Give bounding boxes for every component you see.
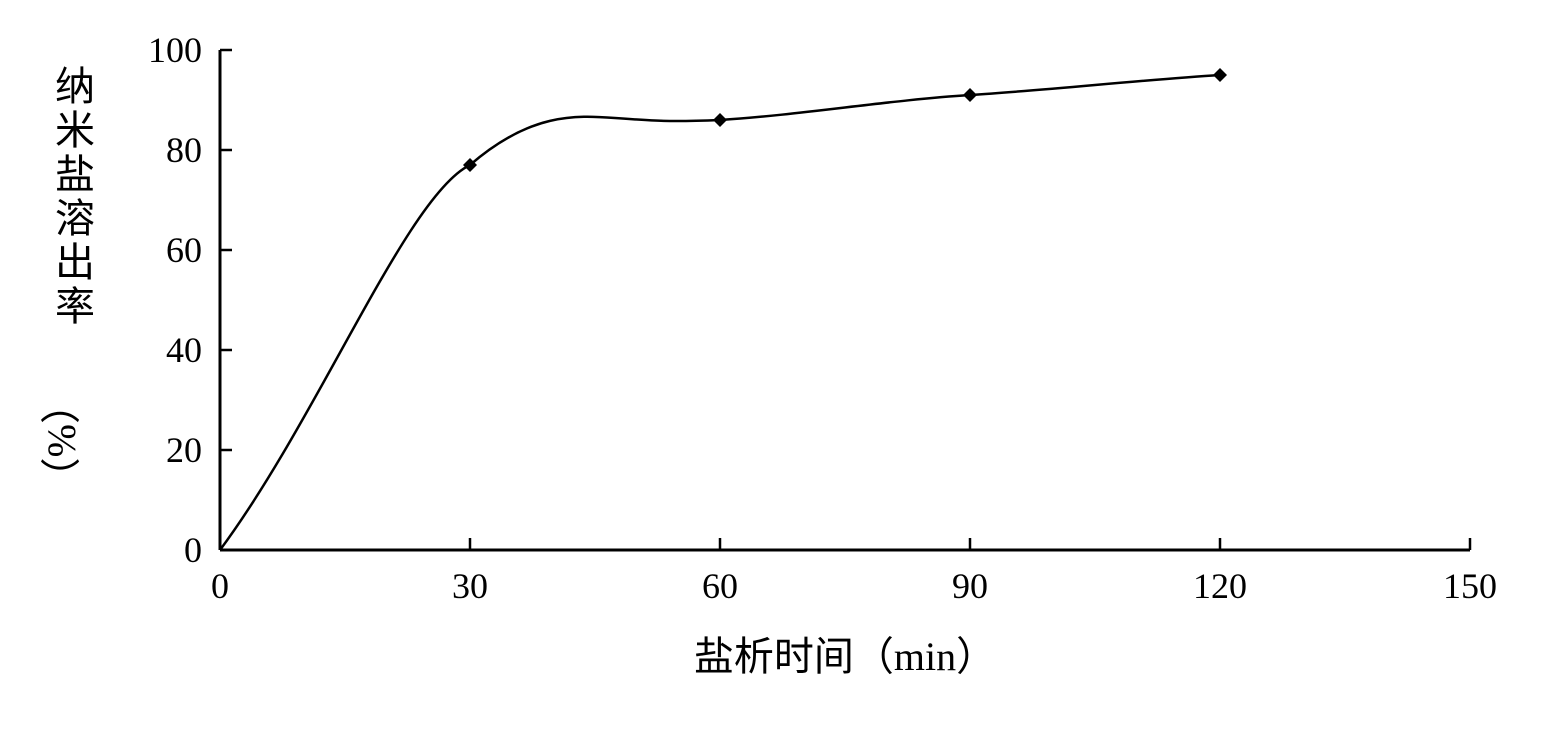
y-tick-label: 80 [166,130,202,170]
y-axis-label-char: 溶 [55,196,95,241]
y-tick-label: 60 [166,230,202,270]
data-series-line [220,75,1220,550]
y-axis-label-char: 米 [55,108,95,153]
x-tick-label: 60 [702,566,738,606]
y-axis-label-char: 纳 [55,64,95,109]
y-axis-label-pct: （%） [39,384,84,497]
y-tick-label: 100 [148,30,202,70]
x-tick-label: 0 [211,566,229,606]
y-axis-label-char: 盐 [55,152,95,197]
chart-container: 0 30 60 90 120 150 0 20 40 60 80 100 盐析时间（min） 纳米盐溶出率… [20,20,1565,715]
data-marker [713,113,727,127]
x-tick-label: 30 [452,566,488,606]
y-axis-label-char: 出 [55,240,95,285]
x-axis-label: 盐析时间（min） [694,634,996,679]
y-tick-label: 0 [184,530,202,570]
y-axis-label-char: 率 [55,284,95,329]
x-tick-label: 90 [952,566,988,606]
x-tick-label: 150 [1443,566,1497,606]
data-marker [1213,68,1227,82]
y-tick-label: 20 [166,430,202,470]
y-tick-label: 40 [166,330,202,370]
line-chart: 0 30 60 90 120 150 0 20 40 60 80 100 盐析时间（min） 纳米盐溶出率… [20,20,1565,715]
x-tick-label: 120 [1193,566,1247,606]
data-marker [963,88,977,102]
svg-text:（%）: （%） [39,384,84,497]
